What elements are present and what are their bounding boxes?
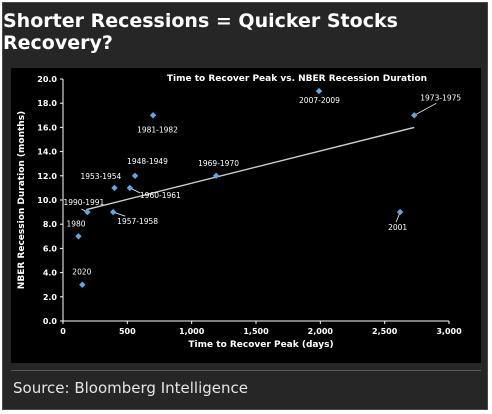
y-tick-label: 18.0: [37, 99, 57, 108]
point-label: 1948-1949: [127, 157, 168, 166]
scatter-point: [111, 184, 118, 192]
point-label: 1981-1982: [137, 125, 178, 134]
scatter-point: [212, 172, 220, 179]
y-tick-label: 6.0: [43, 244, 58, 253]
point-label: 2001: [388, 223, 407, 232]
scatter-point: [396, 208, 404, 216]
point-label: 1980: [66, 219, 85, 228]
y-tick-label: 0.0: [43, 317, 58, 326]
point-label: 1969-1970: [198, 159, 239, 168]
y-tick-label: 14.0: [37, 148, 57, 157]
x-tick-label: 500: [119, 327, 136, 336]
x-tick-label: 2,500: [372, 327, 398, 336]
point-label: 1990-1991: [63, 198, 104, 207]
page-title: Shorter Recessions = Quicker Stocks Reco…: [3, 10, 398, 54]
x-axis-label: Time to Recover Peak (days): [188, 340, 333, 350]
x-tick-label: 1,000: [179, 327, 205, 336]
trendline: [85, 126, 415, 211]
point-label: 2007-2009: [299, 96, 340, 105]
chart-area: 0.0 2.0 4.0 6.0 8.0 10.0 12.0 14.0 16.0 18.0 20.0 0…: [11, 68, 481, 363]
y-tick-label: 16.0: [37, 123, 57, 132]
y-tick-label: 2.0: [43, 293, 58, 302]
y-tick-label: 10.0: [37, 196, 57, 205]
point-leader-line: [414, 102, 437, 116]
divider: [11, 370, 481, 371]
y-axis-label: NBER Recession Duration (months): [17, 111, 27, 289]
chart-title: Time to Recover Peak vs. NBER Recession …: [167, 74, 427, 84]
point-label: 1953-1954: [80, 172, 121, 181]
scatter-point: [411, 112, 418, 119]
point-label: 1957-1958: [117, 217, 158, 226]
point-label: 1973-1975: [420, 93, 461, 102]
point-label: 2020: [72, 268, 91, 277]
y-tick-label: 8.0: [43, 220, 58, 229]
y-tick-label: 12.0: [37, 172, 57, 181]
x-tick-label: 1,500: [243, 327, 269, 336]
scatter-point: [131, 172, 139, 179]
scatter-chart: 0.0 2.0 4.0 6.0 8.0 10.0 12.0 14.0 16.0 18.0 20.0 0…: [17, 74, 462, 350]
x-tick-label: 0: [60, 327, 66, 336]
scatter-point: [109, 208, 117, 216]
chart-card: Shorter Recessions = Quicker Stocks Reco…: [2, 2, 488, 410]
y-tick-label: 20.0: [37, 75, 57, 84]
scatter-point: [75, 233, 82, 240]
x-tick-label: 3,000: [436, 327, 462, 336]
scatter-point: [79, 281, 86, 288]
source-note: Source: Bloomberg Intelligence: [13, 379, 248, 397]
point-label: 1960-1961: [140, 191, 181, 200]
scatter-point: [126, 184, 134, 192]
scatter-point: [149, 112, 157, 119]
y-tick-label: 4.0: [43, 269, 58, 278]
scatter-point: [315, 87, 323, 95]
scatter-point: [84, 208, 91, 216]
x-tick-label: 2,000: [308, 327, 334, 336]
